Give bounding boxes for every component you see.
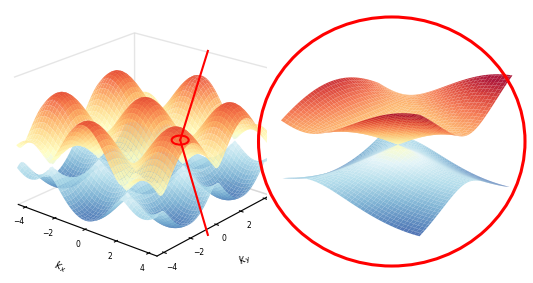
Y-axis label: $k_y$: $k_y$ xyxy=(236,250,254,269)
X-axis label: $k_x$: $k_x$ xyxy=(52,258,69,276)
